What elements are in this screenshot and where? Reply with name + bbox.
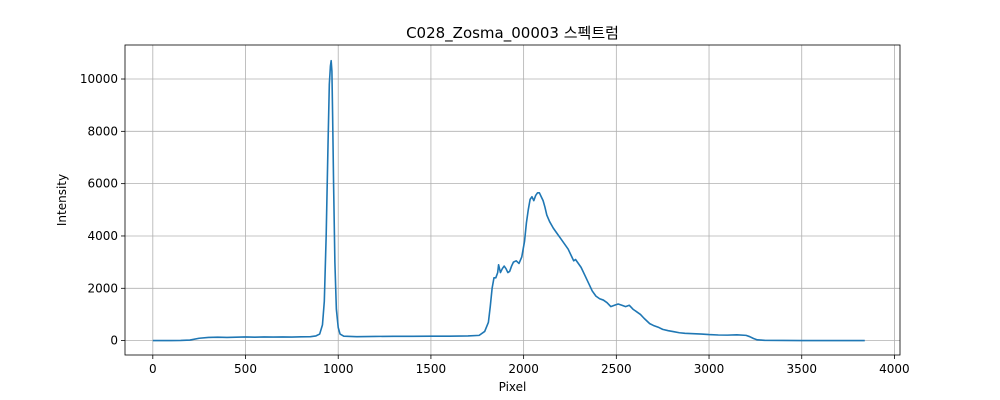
- x-tick-label: 3000: [694, 362, 725, 376]
- x-tick-label: 1500: [416, 362, 447, 376]
- x-tick-label: 3500: [786, 362, 817, 376]
- x-tick-label: 1000: [323, 362, 354, 376]
- y-axis-label: Intensity: [55, 174, 69, 226]
- y-tick-label: 6000: [87, 177, 118, 191]
- y-tick-label: 2000: [87, 281, 118, 295]
- x-tick-label: 4000: [879, 362, 910, 376]
- x-axis-label: Pixel: [499, 380, 527, 394]
- chart-title: C028_Zosma_00003 스펙트럼: [406, 24, 619, 43]
- series-layer: [152, 59, 865, 342]
- x-tick-label: 500: [234, 362, 257, 376]
- y-tick-label: 8000: [87, 124, 118, 138]
- x-tick-label: 2500: [601, 362, 632, 376]
- x-tick-label: 2000: [508, 362, 539, 376]
- spectrum-line: [152, 59, 865, 342]
- y-tick-label: 10000: [80, 72, 118, 86]
- y-tick-label: 0: [110, 334, 118, 348]
- x-tick-label: 0: [149, 362, 157, 376]
- y-tick-label: 4000: [87, 229, 118, 243]
- plot-frame: [124, 44, 901, 356]
- tick-layer: 0 500 1000 1500 2000 2500 3000 3500 4000 0 2000 400…: [80, 72, 910, 376]
